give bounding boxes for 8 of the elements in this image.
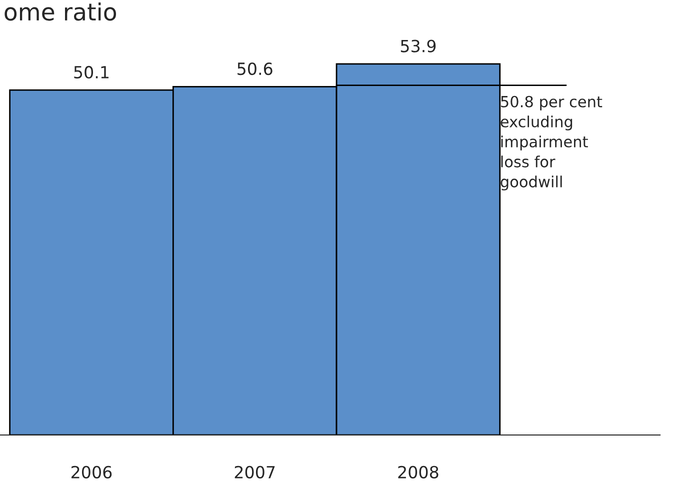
data-label: 50.6 <box>238 62 272 76</box>
x-tick-label: 2006 <box>72 466 112 478</box>
data-label: 50.1 <box>74 66 108 79</box>
x-tick-label: 2008 <box>398 466 438 478</box>
x-tick-label: 2007 <box>234 466 275 478</box>
data-label: 53.9 <box>400 40 436 52</box>
chart-title: ome ratio <box>4 2 116 21</box>
ref-line-label: 50.8 per cent excluding impairment loss for goodwill <box>500 96 602 190</box>
